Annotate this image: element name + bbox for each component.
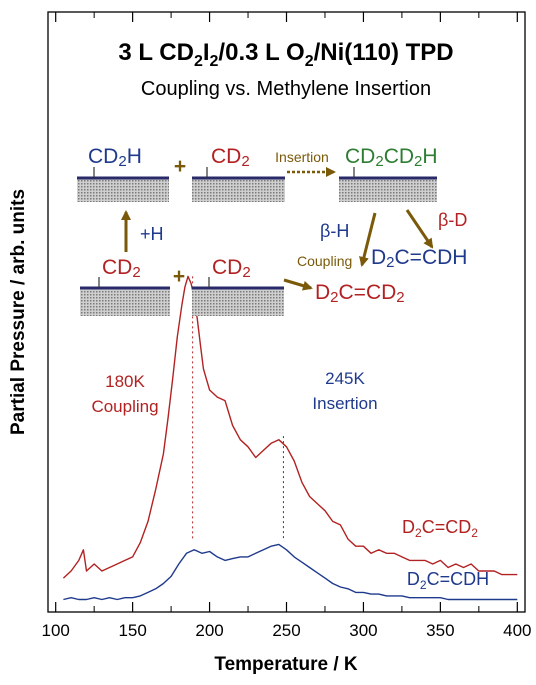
peak-markers bbox=[192, 276, 284, 540]
annotation-coupling: Coupling bbox=[91, 397, 158, 416]
species-cd2-top: CD2 bbox=[211, 145, 250, 170]
label-insertion: Insertion bbox=[275, 149, 329, 165]
series-line-d2c-cd2 bbox=[62, 275, 518, 579]
species-cd2cd2h: CD2CD2H bbox=[345, 145, 438, 170]
reaction-scheme: CD2H + CD2 Insertion CD2CD2H +H CD2 + CD… bbox=[77, 145, 467, 316]
chart-title: 3 L CD2I2/0.3 L O2/Ni(110) TPD bbox=[118, 39, 453, 70]
x-tick-label: 100 bbox=[42, 621, 70, 640]
label-plus-h: +H bbox=[140, 224, 164, 244]
x-axis-ticks: 100 150 200 250 300 350 400 bbox=[42, 12, 531, 640]
arrow-beta-h bbox=[359, 212, 377, 267]
x-tick-label: 150 bbox=[118, 621, 146, 640]
surface-top-right bbox=[339, 167, 437, 202]
chart-subtitle: Coupling vs. Methylene Insertion bbox=[141, 78, 431, 100]
annotation-180k: 180K bbox=[105, 372, 145, 391]
surface-bottom-mid bbox=[192, 277, 284, 316]
arrow-coupling bbox=[283, 278, 313, 291]
x-tick-label: 200 bbox=[195, 621, 223, 640]
plus-mid: + bbox=[173, 265, 185, 288]
label-beta-d: β-D bbox=[438, 210, 467, 230]
product-d2c-cd2: D2C=CD2 bbox=[315, 281, 405, 306]
species-cd2h: CD2H bbox=[88, 145, 142, 170]
label-beta-h: β-H bbox=[320, 221, 349, 241]
surface-top-mid bbox=[192, 167, 285, 202]
x-tick-label: 350 bbox=[426, 621, 454, 640]
x-tick-label: 250 bbox=[272, 621, 300, 640]
x-tick-label: 300 bbox=[349, 621, 377, 640]
annotation-245k: 245K bbox=[325, 369, 365, 388]
product-d2c-cdh: D2C=CDH bbox=[371, 246, 467, 271]
x-axis-label: Temperature / K bbox=[214, 654, 358, 675]
series-line-d2c-cdh bbox=[63, 543, 518, 601]
plus-top: + bbox=[174, 155, 186, 178]
series-label-d2c-cd2: D2C=CD2 bbox=[402, 517, 478, 540]
surface-top-left bbox=[77, 167, 169, 202]
x-tick-label: 400 bbox=[503, 621, 531, 640]
species-cd2-left: CD2 bbox=[102, 256, 141, 281]
series-label-d2c-cdh: D2C=CDH bbox=[407, 569, 489, 592]
series-layer bbox=[62, 275, 518, 601]
annotation-insertion: Insertion bbox=[312, 394, 377, 413]
surface-bottom-left bbox=[80, 277, 170, 316]
arrow-beta-d bbox=[405, 209, 434, 249]
label-coupling: Coupling bbox=[297, 253, 352, 269]
species-cd2-mid: CD2 bbox=[212, 256, 251, 281]
y-axis-label: Partial Pressure / arb. units bbox=[8, 189, 29, 435]
